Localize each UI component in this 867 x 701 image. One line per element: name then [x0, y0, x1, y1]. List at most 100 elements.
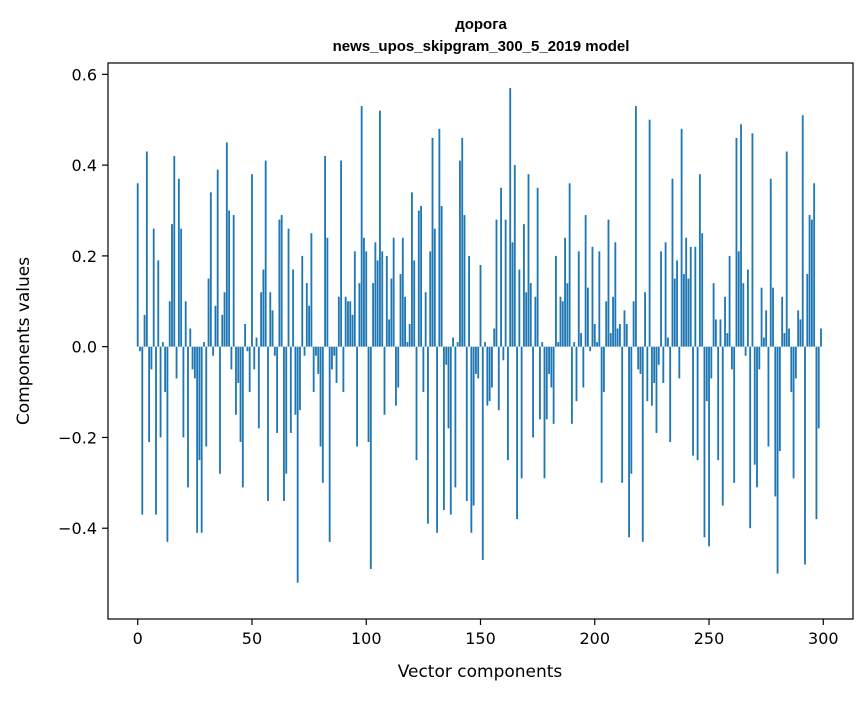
bar-component-133	[440, 205, 443, 347]
bar-component-54	[260, 292, 263, 347]
bar-component-34	[214, 305, 217, 347]
bar-component-101	[367, 346, 370, 442]
bar-component-261	[733, 346, 736, 483]
bar-component-141	[459, 160, 461, 347]
bar-component-181	[550, 346, 553, 388]
bar-component-272	[758, 346, 761, 370]
bar-component-62	[278, 219, 281, 347]
bar-component-29	[203, 342, 205, 347]
bar-component-100	[365, 251, 368, 347]
bar-component-194	[580, 333, 582, 347]
bar-component-28	[200, 346, 203, 533]
bar-component-32	[209, 192, 212, 347]
bar-component-176	[539, 346, 541, 420]
bar-component-63	[280, 215, 283, 347]
bar-component-219	[637, 346, 640, 370]
bar-component-144	[465, 346, 468, 501]
bar-component-209	[614, 242, 617, 347]
bar-component-296	[813, 183, 816, 347]
bar-component-105	[376, 260, 379, 347]
bar-component-200	[593, 323, 596, 347]
bar-component-127	[427, 346, 429, 524]
bar-component-50	[251, 174, 253, 347]
bar-component-152	[484, 342, 486, 347]
bar-component-204	[602, 346, 605, 393]
bar-component-210	[616, 328, 619, 347]
bar-component-140	[456, 342, 459, 347]
bar-component-46	[241, 346, 244, 488]
bar-component-134	[443, 346, 445, 511]
bar-component-205	[605, 301, 608, 347]
bar-component-259	[728, 255, 731, 347]
bar-component-27	[198, 346, 201, 461]
bar-component-104	[374, 242, 377, 347]
bar-component-233	[669, 346, 672, 442]
bar-component-187	[564, 237, 566, 347]
bar-component-255	[719, 319, 722, 347]
bar-component-211	[618, 323, 621, 347]
bar-component-289	[797, 310, 800, 347]
bar-component-221	[641, 346, 644, 542]
bar-component-155	[491, 346, 493, 388]
bar-component-214	[625, 323, 628, 347]
bar-component-199	[591, 246, 594, 347]
bar-component-212	[621, 346, 624, 483]
bar-component-150	[479, 264, 482, 347]
bar-component-266	[744, 346, 747, 356]
bar-component-89	[340, 160, 343, 347]
bar-component-238	[680, 128, 683, 347]
bar-component-119	[408, 323, 411, 347]
bar-component-169	[523, 224, 525, 347]
bar-component-124	[420, 205, 422, 347]
bar-component-55	[262, 269, 265, 347]
bar-component-258	[726, 333, 729, 347]
bar-component-129	[431, 137, 434, 347]
bar-component-65	[285, 346, 288, 474]
bar-component-278	[772, 287, 774, 347]
bar-component-249	[705, 346, 708, 402]
bar-component-246	[698, 174, 701, 347]
bar-component-85	[331, 346, 333, 370]
y-axis-label: Components values	[14, 257, 34, 425]
bar-component-76	[310, 233, 313, 347]
bar-component-291	[801, 115, 804, 347]
bar-component-203	[600, 346, 603, 483]
x-tick-label-150: 150	[465, 629, 496, 648]
bar-component-242	[689, 246, 692, 347]
bar-component-265	[742, 283, 745, 347]
bar-component-282	[781, 296, 784, 347]
bar-component-135	[445, 346, 448, 365]
bar-component-253	[714, 319, 717, 347]
bar-component-49	[248, 346, 251, 393]
bar-component-160	[502, 346, 505, 361]
bar-component-24	[191, 346, 194, 370]
x-axis-ticks: 0 50 100 150 200 250 300	[133, 619, 839, 648]
bar-component-51	[253, 346, 256, 370]
bar-component-168	[520, 346, 523, 479]
bar-component-156	[493, 328, 496, 347]
bar-component-286	[790, 346, 793, 393]
bar-component-87	[335, 346, 338, 383]
bar-component-275	[765, 310, 768, 347]
bar-component-226	[653, 346, 656, 383]
bar-component-257	[724, 296, 726, 347]
bar-component-74	[305, 283, 308, 347]
bar-component-35	[216, 169, 219, 347]
bar-component-57	[267, 346, 269, 501]
bar-component-172	[529, 283, 532, 347]
bar-component-189	[568, 183, 571, 347]
bar-component-208	[612, 296, 614, 347]
bar-component-131	[436, 346, 438, 533]
bar-component-125	[422, 346, 425, 393]
bar-component-53	[257, 346, 260, 429]
x-tick-label-50: 50	[242, 629, 262, 648]
bar-component-69	[294, 346, 297, 415]
bar-component-191	[573, 342, 576, 347]
bar-component-173	[532, 346, 534, 438]
bar-component-178	[543, 346, 546, 479]
bar-component-128	[429, 251, 432, 347]
bar-component-237	[678, 346, 681, 379]
bar-component-130	[433, 228, 436, 347]
bar-component-81	[321, 346, 324, 483]
bar-component-72	[301, 255, 304, 347]
